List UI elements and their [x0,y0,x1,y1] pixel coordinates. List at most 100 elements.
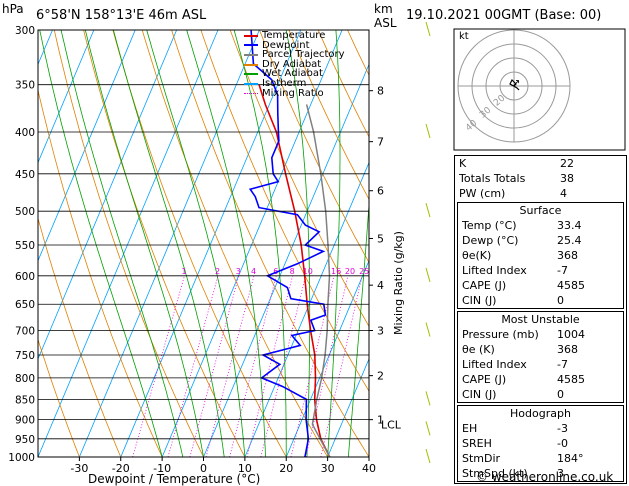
pressure-tick-label: 300 [15,25,35,37]
index-value: 22 [560,157,574,170]
mixing-ratio-label: 25 [359,267,369,276]
hodo-value: -3 [557,422,568,435]
mu-value: 368 [557,343,578,356]
mixing-ratio-label: 3 [236,267,241,276]
legend-swatch [244,34,258,37]
dry-adiabat-line [288,30,369,201]
mixing-ratio-line [260,275,307,457]
km-tick-label: 3 [377,325,384,338]
surface-value: 4585 [557,279,585,292]
mixing-ratio-label: 2 [215,267,220,276]
mu-value: 4585 [557,373,585,386]
pressure-tick-label: 600 [15,271,35,283]
index-label: K [459,157,467,170]
wet-adiabat-line [347,199,369,457]
pressure-tick-label: 350 [15,80,35,92]
hpa-unit-label: hPa [2,2,24,16]
pressure-tick-label: 850 [15,394,35,406]
legend-swatch [244,63,258,66]
mixing-ratio-line [290,275,335,457]
km-tick-label: 5 [377,232,384,245]
legend-label: Parcel Trajectory [262,49,345,61]
temperature-tick-label: 30 [321,462,335,475]
dry-adiabat-line [83,30,246,457]
temperature-tick-label: 20 [279,462,293,475]
mixing-ratio-label: 1 [181,267,186,276]
legend-item: Parcel Trajectory [244,50,345,60]
isotherm-line [38,30,219,457]
mu-label: Lifted Index [462,358,527,371]
legend-swatch [244,82,258,85]
legend-label: Temperature [262,30,326,41]
mixing-ratio-line [205,275,255,457]
surface-value: 25.4 [557,234,582,247]
legend-item: Wet Adiabat [244,69,345,79]
surface-label: Temp (°C) [462,219,517,232]
km-tick-label: 2 [377,370,384,383]
wind-barb [425,123,431,139]
legend-item: Mixing Ratio [244,87,345,99]
surface-value: 33.4 [557,219,582,232]
dry-adiabat-line [38,338,80,457]
surface-box: Surface Temp (°C) 33.4 Dewp (°C) 25.4 θe(K… [457,202,624,309]
wind-barb [425,21,431,37]
surface-value: -7 [557,264,568,277]
hodograph-title: Hodograph [510,407,571,420]
hodo-label: EH [462,422,478,435]
km-tick-label: 7 [377,136,384,149]
most-unstable-box: Most Unstable Pressure (mb) 1004 θe (K) 36… [457,311,624,403]
legend-label: Dewpoint [262,39,310,51]
hodograph-unit: kt [459,31,469,42]
legend-label: Mixing Ratio [262,87,324,99]
mu-label: CIN (J) [462,388,497,401]
wind-barb [425,322,431,337]
isotherm-line [38,30,95,164]
mixing-ratio-line [320,275,363,457]
mixing-ratio-label: 16 [331,267,341,276]
hodo-label: StmDir [462,452,501,465]
legend-swatch [244,73,258,76]
pressure-tick-label: 750 [15,350,35,362]
mixing-ratio-line [189,275,240,457]
legend-item: Temperature [244,31,345,41]
pressure-tick-label: 700 [15,326,35,338]
lcl-label: LCL [381,418,402,431]
hodo-label: StmSpd (kt) [462,467,528,480]
surface-label: CIN (J) [462,294,497,307]
legend-item: Isotherm [244,79,345,89]
temperature-tick-label: -20 [112,462,130,475]
isotherm-line [0,30,11,457]
legend-label: Isotherm [262,77,307,89]
wind-barb [425,448,431,464]
legend-swatch [244,53,258,56]
hodo-value: 184° [557,452,584,465]
pressure-tick-label: 900 [15,415,35,427]
temperature-tick-label: 40 [362,462,376,475]
isotherm-line [244,161,369,457]
legend-swatch [244,44,258,47]
isotherm-line [327,357,369,457]
surface-label: Lifted Index [462,264,527,277]
mixing-ratio-label: 4 [251,267,256,276]
index-label: PW (cm) [459,187,506,200]
mu-value: 0 [557,388,564,401]
station-location: 6°58'N 158°13'E 46m ASL [36,8,207,23]
chart-legend: Temperature Dewpoint Parcel Trajectory Dry … [244,31,345,98]
pressure-tick-label: 950 [15,434,35,446]
legend-swatch [244,92,258,94]
mu-label: Pressure (mb) [462,328,539,341]
km-tick-label: 8 [377,85,384,98]
mixing-ratio-line [305,275,349,457]
temperature-tick-label: -10 [153,462,171,475]
legend-label: Wet Adiabat [262,68,323,80]
pressure-tick-label: 400 [15,127,35,139]
mu-value: 1004 [557,328,585,341]
mixing-ratio-line [167,275,219,457]
temperature-tick-label: 0 [200,462,207,475]
pressure-tick-label: 550 [15,240,35,252]
km-unit-label: km [374,2,393,16]
mu-value: -7 [557,358,568,371]
index-value: 4 [560,187,567,200]
mixing-ratio-label: 6 [273,267,278,276]
